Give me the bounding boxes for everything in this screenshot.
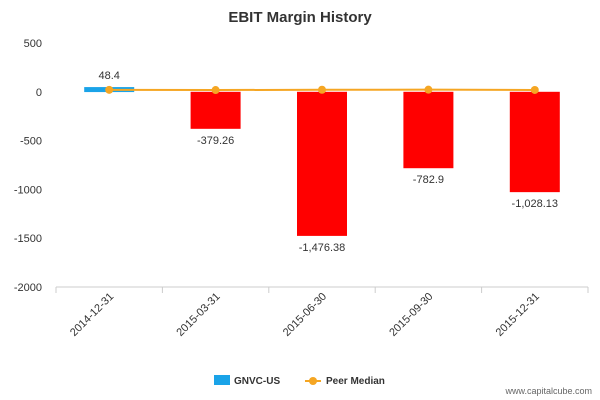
x-tick-label: 2015-12-31 [494,291,542,339]
legend-swatch-gnvc [214,375,230,385]
data-label: -379.26 [197,135,234,147]
y-tick-label: 500 [24,38,42,50]
x-tick-label: 2015-06-30 [281,291,329,339]
y-axis: 500 0 -500 -1000 -1500 -2000 [14,38,42,294]
bar[interactable] [403,91,454,169]
y-tick-label: -1000 [14,184,42,196]
x-tick-label: 2015-03-31 [174,291,222,339]
bar[interactable] [190,91,241,129]
peer-median-point[interactable] [530,85,539,94]
peer-median-point[interactable] [211,86,220,95]
x-axis: 2014-12-31 2015-03-31 2015-06-30 2015-09-30… [55,287,589,339]
x-tick-label: 2014-12-31 [68,291,116,339]
legend-label-peer: Peer Median [326,376,385,387]
bar-series [84,87,560,236]
data-labels: 48.4 -379.26 -1,476.38 -782.9 -1,028.13 [98,70,558,254]
data-label: -1,028.13 [512,198,558,210]
y-tick-label: 0 [36,87,42,99]
x-tick-label: 2015-09-30 [387,291,435,339]
chart-title: EBIT Margin History [228,9,372,26]
data-label: 48.4 [98,70,119,82]
peer-median-point[interactable] [318,85,326,94]
bar[interactable] [509,91,560,193]
peer-median-point[interactable] [105,85,114,94]
y-tick-label: -500 [20,136,42,148]
y-tick-label: -2000 [14,282,42,294]
data-label: -782.9 [413,174,444,186]
data-label: -1,476.38 [299,242,345,254]
credit-text[interactable]: www.capitalcube.com [504,386,592,396]
peer-median-series [105,85,539,95]
legend-swatch-peer-marker [309,377,317,385]
peer-median-point[interactable] [424,85,433,94]
bar[interactable] [297,91,347,236]
legend[interactable]: GNVC-US Peer Median [214,375,385,387]
legend-label-gnvc: GNVC-US [234,376,280,387]
y-tick-label: -1500 [14,233,42,245]
